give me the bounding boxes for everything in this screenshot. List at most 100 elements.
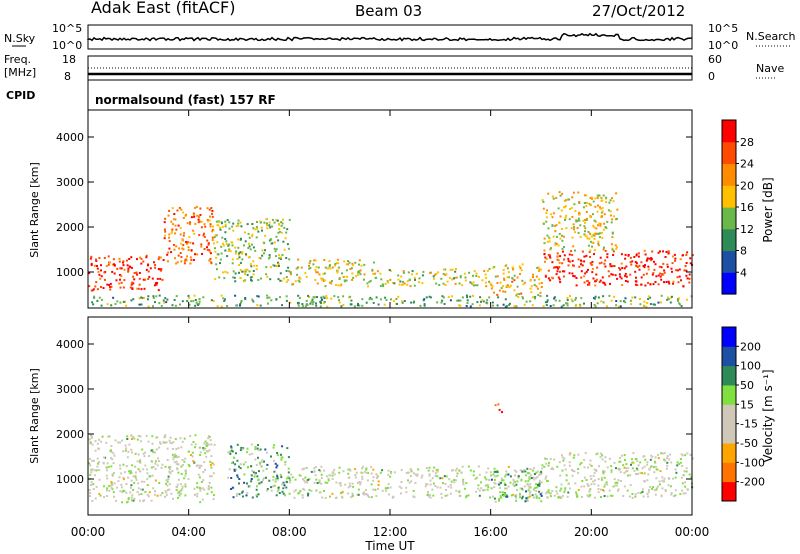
- scatter-cell: [588, 281, 591, 284]
- scatter-cell: [458, 304, 461, 307]
- scatter-cell: [121, 491, 124, 494]
- x-tick-label: 20:00: [574, 525, 609, 539]
- scatter-cell: [214, 278, 217, 281]
- scatter-cell: [541, 199, 544, 202]
- scatter-cell: [215, 263, 218, 266]
- scatter-cell: [647, 295, 650, 298]
- scatter-cell: [484, 273, 487, 276]
- scatter-cell: [384, 487, 387, 490]
- scatter-cell: [635, 457, 638, 460]
- scatter-cell: [251, 452, 254, 455]
- scatter-cell: [657, 301, 660, 304]
- scatter-cell: [563, 457, 566, 460]
- scatter-cell: [681, 482, 684, 485]
- scatter-cell: [575, 277, 578, 279]
- scatter-cell: [228, 227, 231, 230]
- scatter-cell: [384, 283, 387, 285]
- scatter-cell: [368, 298, 371, 301]
- scatter-cell: [299, 489, 302, 492]
- colorbar-tick-label: 100: [740, 360, 761, 373]
- scatter-cell: [616, 489, 619, 492]
- scatter-cell: [166, 447, 169, 450]
- scatter-cell: [649, 296, 652, 299]
- scatter-cell: [337, 266, 340, 269]
- scatter-cell: [321, 298, 324, 301]
- scatter-cell: [339, 481, 342, 484]
- scatter-cell: [92, 288, 95, 291]
- scatter-cell: [95, 281, 98, 284]
- scatter-cell: [518, 265, 521, 268]
- scatter-cell: [235, 225, 238, 228]
- scatter-cell: [513, 485, 516, 487]
- scatter-cell: [600, 452, 603, 455]
- scatter-cell: [597, 488, 600, 490]
- scatter-cell: [379, 471, 382, 474]
- scatter-cell: [637, 464, 640, 467]
- scatter-cell: [596, 194, 599, 197]
- scatter-cell: [550, 276, 553, 279]
- scatter-cell: [542, 207, 545, 210]
- scatter-cell: [336, 258, 339, 261]
- scatter-cell: [317, 266, 320, 269]
- scatter-cell: [605, 201, 608, 204]
- scatter-cell: [130, 282, 133, 285]
- scatter-cell: [90, 434, 92, 437]
- scatter-cell: [517, 475, 520, 478]
- scatter-cell: [98, 273, 101, 276]
- scatter-cell: [289, 273, 292, 276]
- scatter-cell: [157, 268, 160, 271]
- scatter-cell: [285, 280, 288, 283]
- scatter-cell: [637, 472, 639, 475]
- scatter-cell: [276, 265, 278, 267]
- scatter-cell: [610, 265, 613, 268]
- scatter-cell: [351, 278, 354, 281]
- scatter-cell: [516, 293, 519, 296]
- scatter-cell: [375, 477, 378, 480]
- scatter-cell: [457, 299, 460, 302]
- scatter-cell: [593, 468, 596, 471]
- scatter-cell: [546, 458, 548, 460]
- colorbar-swatch: [722, 423, 736, 444]
- scatter-cell: [122, 476, 125, 479]
- scatter-cell: [678, 463, 681, 466]
- scatter-cell: [308, 296, 310, 298]
- scatter-cell: [93, 264, 96, 267]
- scatter-cell: [319, 305, 322, 308]
- scatter-cell: [575, 220, 578, 223]
- scatter-cell: [194, 222, 197, 225]
- scatter-cell: [228, 221, 231, 224]
- scatter-cell: [563, 254, 566, 257]
- scatter-cell: [688, 473, 691, 476]
- scatter-cell: [478, 489, 481, 492]
- scatter-cell: [685, 269, 688, 272]
- scatter-cell: [108, 284, 111, 286]
- scatter-cell: [691, 254, 694, 257]
- scatter-cell: [147, 278, 150, 280]
- scatter-cell: [494, 404, 497, 407]
- scatter-cell: [456, 299, 459, 302]
- scatter-cell: [280, 231, 283, 234]
- scatter-cell: [147, 270, 150, 273]
- scatter-cell: [325, 295, 328, 298]
- scatter-cell: [147, 495, 150, 498]
- scatter-cell: [358, 304, 361, 307]
- scatter-cell: [285, 276, 288, 278]
- scatter-cell: [453, 479, 456, 481]
- scatter-cell: [130, 479, 133, 482]
- scatter-cell: [519, 496, 521, 499]
- scatter-cell: [356, 304, 359, 307]
- scatter-cell: [375, 276, 378, 279]
- scatter-cell: [428, 466, 431, 469]
- scatter-cell: [248, 236, 251, 239]
- scatter-cell: [502, 285, 505, 288]
- scatter-cell: [550, 213, 553, 216]
- scatter-cell: [594, 479, 596, 482]
- scatter-cell: [246, 223, 249, 226]
- scatter-cell: [183, 262, 186, 265]
- scatter-cell: [458, 282, 461, 285]
- scatter-cell: [568, 487, 571, 490]
- scatter-cell: [672, 477, 675, 480]
- scatter-cell: [518, 494, 521, 497]
- scatter-cell: [112, 296, 115, 299]
